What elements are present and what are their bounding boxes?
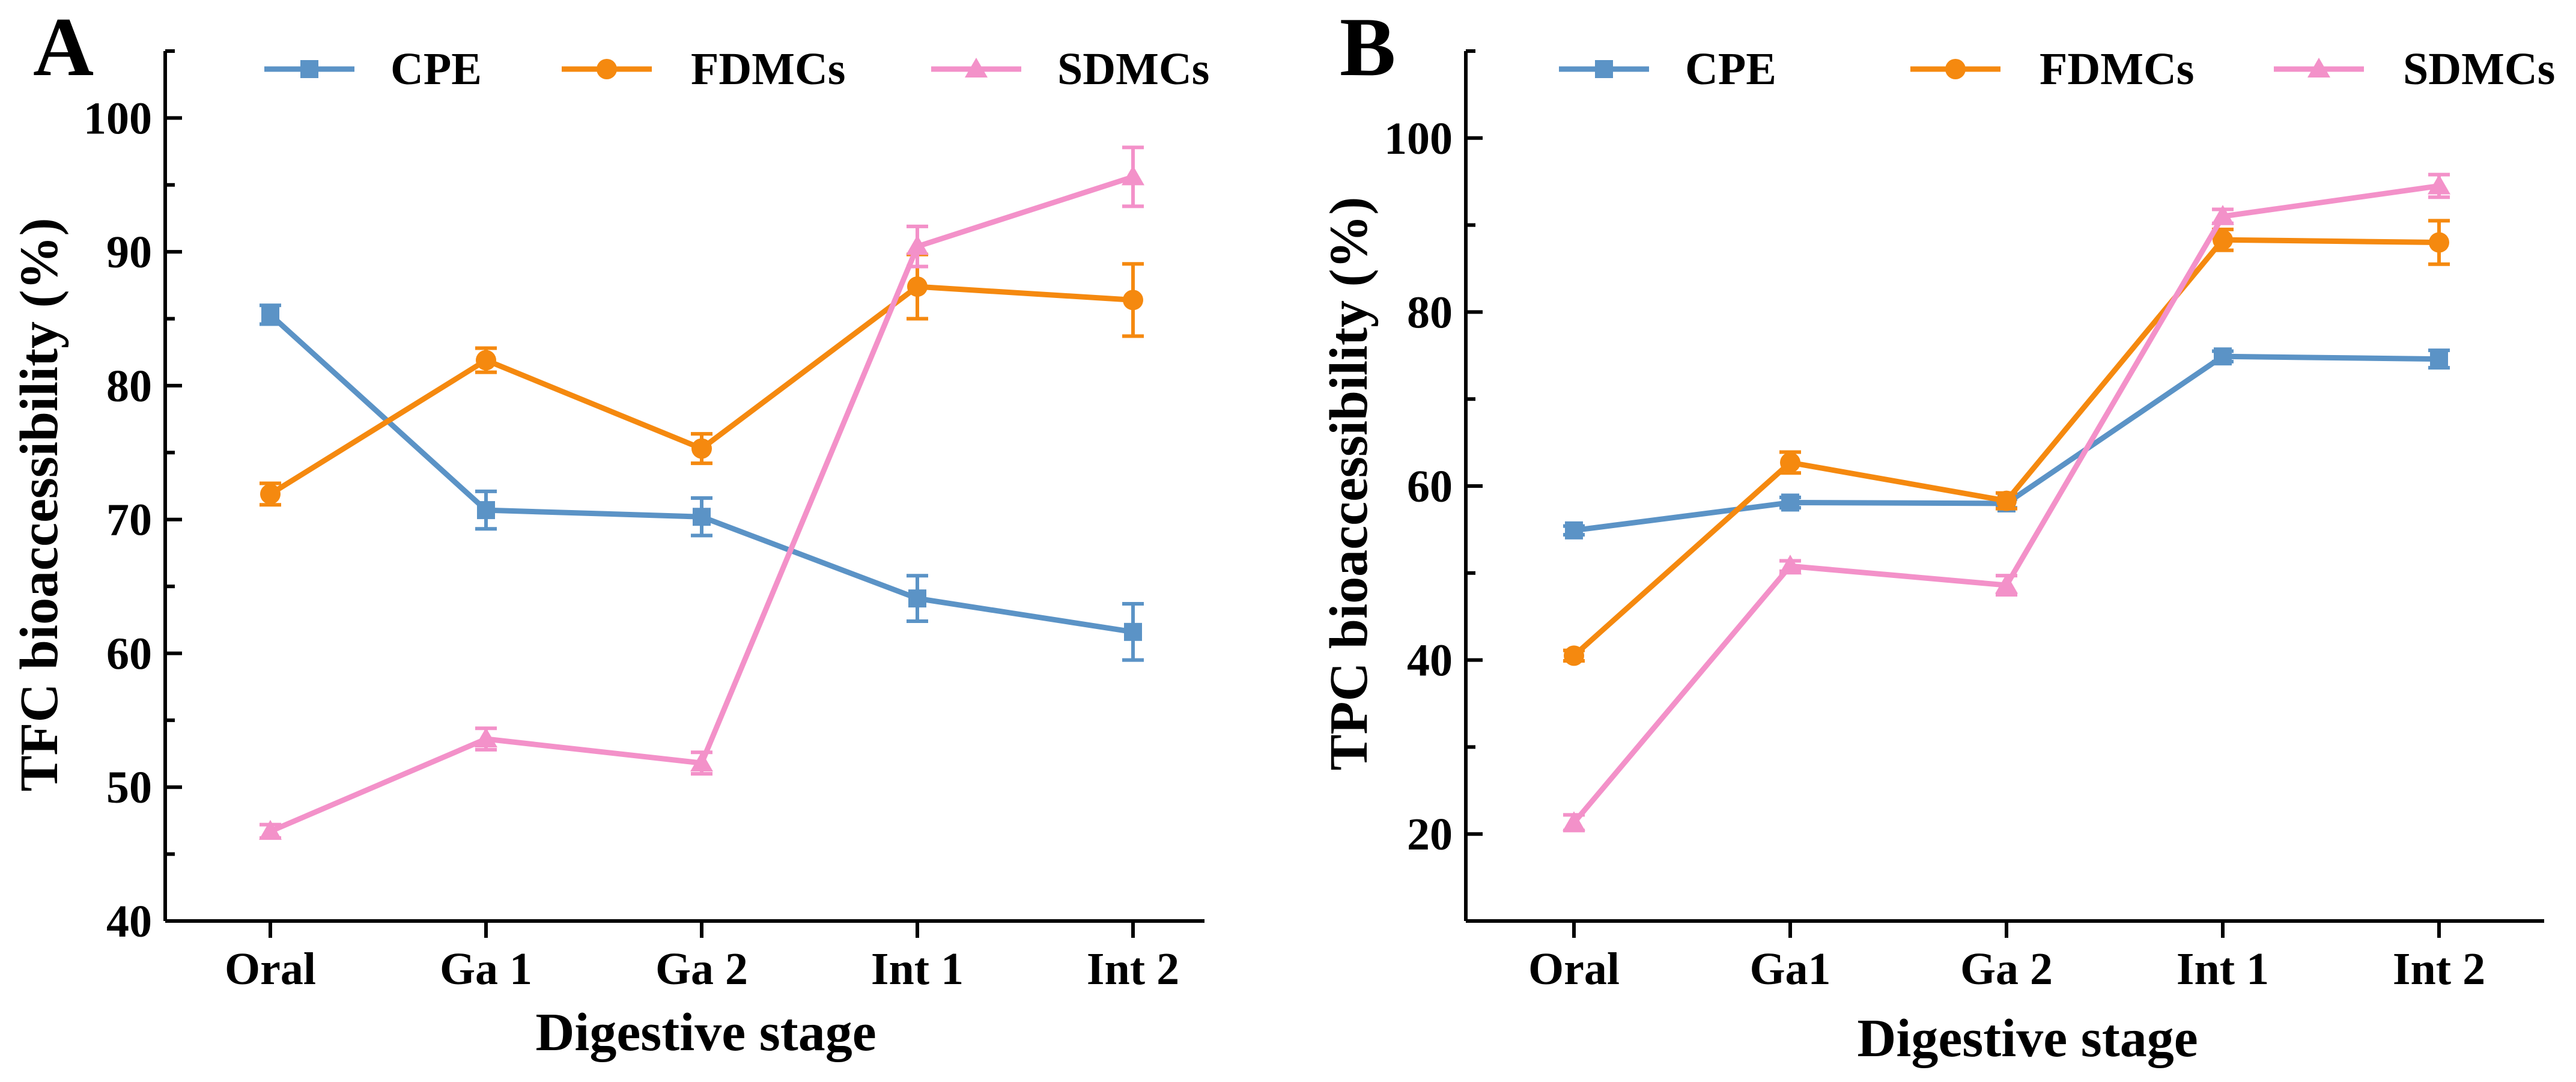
- data-point: [1565, 521, 1583, 539]
- legend-label-fdmcs: FDMCs: [2040, 44, 2195, 94]
- legend-label-sdmcs: SDMCs: [2403, 44, 2555, 94]
- data-point: [1779, 555, 1802, 575]
- legend-label-cpe: CPE: [390, 44, 482, 94]
- data-point: [908, 589, 926, 608]
- data-point: [906, 235, 929, 255]
- series-sdmcs: [1563, 172, 2450, 833]
- y-tick-label: 80: [106, 361, 152, 412]
- data-point: [1995, 574, 2018, 594]
- x-tick-label: Int 2: [1087, 944, 1179, 994]
- panel-a: A TFC bioaccessibility (%) Digestive sta…: [10, 1, 1209, 1062]
- legend-item-cpe: CPE: [1559, 44, 1776, 94]
- series-fdmcs: [1563, 219, 2450, 666]
- data-point: [1123, 290, 1143, 311]
- legend-marker-square: [300, 60, 318, 78]
- x-axis-title-a: Digestive stage: [535, 1003, 876, 1062]
- data-point: [2430, 350, 2448, 368]
- y-tick-label: 100: [84, 93, 152, 144]
- y-axis-title-b: TPC bioaccessibility (%): [1319, 197, 1379, 771]
- legend-marker-triangle: [965, 58, 988, 78]
- series-fdmcs: [260, 252, 1144, 507]
- y-axis-title-a: TFC bioaccessibility (%): [10, 218, 69, 792]
- panel-letter-a: A: [33, 1, 94, 94]
- y-tick-label: 20: [1407, 809, 1453, 860]
- legend-marker: [965, 58, 988, 78]
- legend-item-sdmcs: SDMCs: [931, 44, 1209, 94]
- y-tick-label: 50: [106, 762, 152, 813]
- legend-marker-square: [1595, 60, 1613, 78]
- y-tick-label: 90: [106, 227, 152, 278]
- panel-b: B TPC bioaccessibility (%) Digestive sta…: [1319, 1, 2555, 1068]
- data-point: [691, 438, 712, 459]
- y-tick-label: 60: [1407, 461, 1453, 512]
- legend-item-sdmcs: SDMCs: [2274, 44, 2555, 94]
- data-point: [1564, 645, 1584, 666]
- y-tick-label: 40: [106, 896, 152, 947]
- data-point: [2428, 174, 2450, 195]
- data-point: [1780, 452, 1800, 473]
- data-point: [2214, 347, 2232, 366]
- data-point: [690, 752, 713, 772]
- x-tick-label: Int 2: [2393, 944, 2485, 994]
- legend-marker-circle: [597, 59, 617, 79]
- series-cpe: [260, 303, 1144, 662]
- y-tick-label: 80: [1407, 287, 1453, 338]
- legend-marker: [2307, 58, 2330, 78]
- panel-letter-b: B: [1340, 1, 1396, 94]
- x-axis-title-b: Digestive stage: [1857, 1009, 2198, 1068]
- y-tick-label: 60: [106, 628, 152, 679]
- legend-item-cpe: CPE: [264, 44, 482, 94]
- data-point: [2211, 205, 2234, 225]
- legend-marker: [300, 60, 318, 78]
- x-tick-label: Ga 1: [440, 944, 532, 994]
- legend-label-sdmcs: SDMCs: [1057, 44, 1209, 94]
- legend-label-fdmcs: FDMCs: [691, 44, 846, 94]
- data-point: [1781, 493, 1799, 512]
- data-point: [260, 484, 281, 505]
- data-point: [259, 819, 282, 840]
- data-point: [477, 501, 495, 520]
- data-point: [907, 276, 928, 297]
- legend-marker-circle: [1945, 59, 1966, 79]
- legend-label-cpe: CPE: [1685, 44, 1776, 94]
- data-point: [1124, 622, 1142, 641]
- y-tick-label: 100: [1384, 114, 1453, 164]
- x-tick-label: Ga 2: [655, 944, 748, 994]
- data-point: [693, 508, 711, 526]
- data-point: [475, 728, 497, 748]
- legend-marker: [1595, 60, 1613, 78]
- data-point: [2213, 229, 2233, 251]
- x-tick-label: Oral: [225, 944, 316, 994]
- x-tick-label: Ga1: [1749, 944, 1830, 994]
- legend-b: CPE FDMCs SDMCs: [1559, 44, 2555, 94]
- x-tick-label: Oral: [1528, 944, 1620, 994]
- data-point: [1996, 490, 2017, 511]
- data-point: [261, 305, 279, 324]
- data-point: [1122, 165, 1144, 186]
- data-point: [476, 350, 496, 371]
- legend-item-fdmcs: FDMCs: [1910, 44, 2195, 94]
- x-tick-label: Int 1: [871, 944, 964, 994]
- legend-marker: [597, 59, 617, 79]
- legend-item-fdmcs: FDMCs: [562, 44, 846, 94]
- x-tick-label: Int 1: [2177, 944, 2269, 994]
- series-sdmcs: [259, 145, 1144, 840]
- data-point: [2429, 232, 2449, 253]
- y-tick-label: 70: [106, 495, 152, 546]
- data-point: [1563, 811, 1585, 831]
- legend-a: CPE FDMCs SDMCs: [264, 44, 1209, 94]
- legend-marker: [1945, 59, 1966, 79]
- legend-marker-triangle: [2307, 58, 2330, 78]
- y-tick-label: 40: [1407, 636, 1453, 686]
- x-tick-label: Ga 2: [1960, 944, 2053, 994]
